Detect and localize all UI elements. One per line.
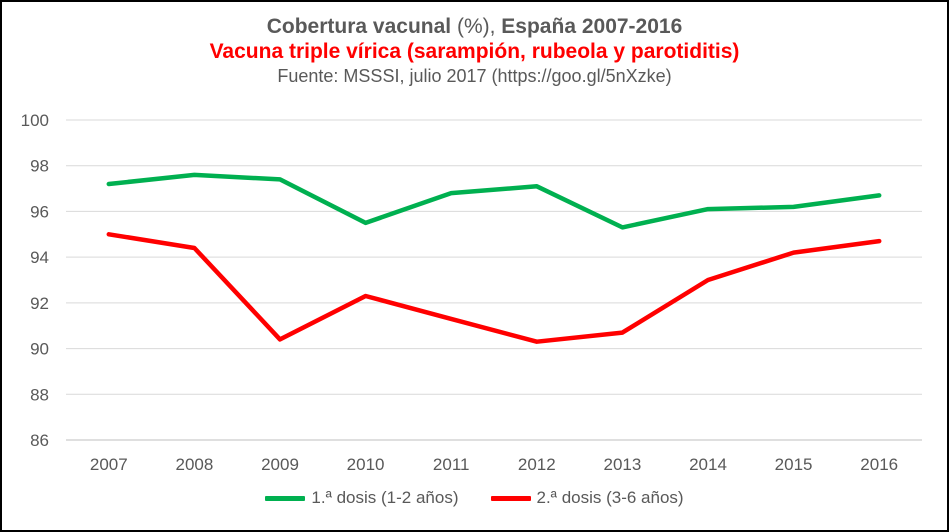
- legend-item-first-dose: 1.ª dosis (1-2 años): [265, 488, 459, 508]
- chart-title-unit: (%),: [451, 15, 502, 38]
- y-tick-label: 92: [30, 294, 49, 313]
- gridlines: [66, 119, 922, 441]
- legend-swatch-second-dose: [490, 495, 531, 501]
- y-axis-labels: 86 88 90 92 94 96 98 100: [21, 111, 49, 450]
- series-lines: [106, 172, 882, 344]
- x-tick-label: 2015: [775, 455, 813, 474]
- x-tick-label: 2013: [603, 455, 641, 474]
- legend-label-first-dose: 1.ª dosis (1-2 años): [311, 488, 459, 507]
- y-tick-label: 88: [30, 385, 49, 404]
- y-tick-label: 86: [30, 431, 49, 450]
- x-tick-label: 2011: [433, 455, 470, 474]
- chart-source: Fuente: MSSSI, julio 2017 (https://goo.g…: [277, 66, 672, 86]
- y-tick-label: 90: [30, 340, 49, 359]
- series-line-second-dose: [106, 232, 882, 344]
- chart-title: Cobertura vacunal (%), España 2007-2016: [2, 14, 947, 40]
- legend: 1.ª dosis (1-2 años) 2.ª dosis (3-6 años…: [2, 488, 947, 508]
- chart-title-main: Cobertura vacunal: [266, 15, 452, 38]
- chart-subtitle: Vacuna triple vírica (sarampión, rubeola…: [209, 40, 740, 63]
- y-tick-label: 94: [30, 248, 49, 267]
- y-tick-label: 96: [30, 202, 49, 221]
- chart-title-region: España 2007-2016: [501, 15, 683, 38]
- x-tick-label: 2008: [175, 455, 213, 474]
- x-tick-label: 2016: [860, 455, 898, 474]
- y-tick-label: 100: [21, 111, 49, 130]
- series-line-first-dose: [106, 172, 882, 230]
- legend-label-second-dose: 2.ª dosis (3-6 años): [536, 488, 684, 507]
- title-block: Cobertura vacunal (%), España 2007-2016 …: [2, 14, 947, 88]
- x-tick-label: 2010: [347, 455, 385, 474]
- y-tick-label: 98: [30, 157, 49, 176]
- x-axis-labels: 2007 2008 2009 2010 2011 2012 2013 2014 2015 2016: [90, 455, 898, 474]
- x-tick-label: 2014: [689, 455, 727, 474]
- legend-swatch-first-dose: [265, 495, 306, 501]
- x-tick-label: 2012: [518, 455, 556, 474]
- x-tick-label: 2009: [261, 455, 299, 474]
- legend-item-second-dose: 2.ª dosis (3-6 años): [490, 488, 684, 508]
- x-tick-label: 2007: [90, 455, 128, 474]
